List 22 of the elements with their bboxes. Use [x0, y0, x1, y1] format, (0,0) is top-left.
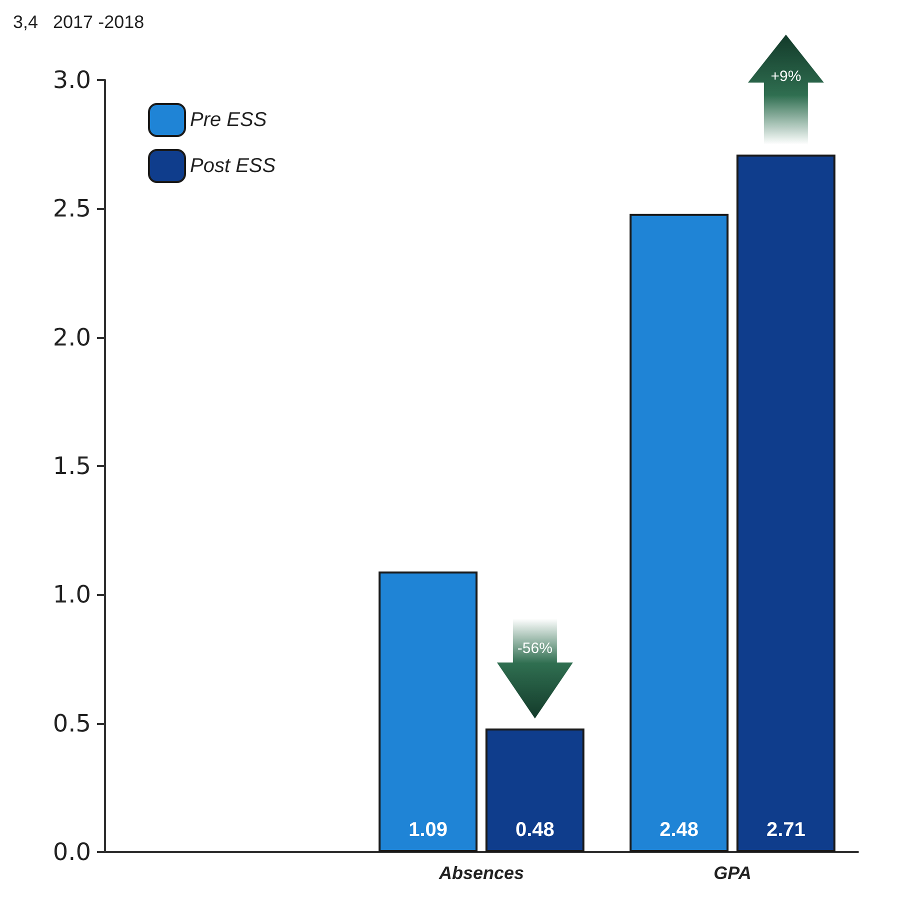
legend-label: Pre ESS: [190, 109, 268, 131]
bar: [485, 728, 584, 852]
legend-label: Post ESS: [190, 155, 276, 177]
bar: [630, 214, 729, 852]
y-tick-label: 1.0: [52, 580, 91, 609]
y-tick-label: 2.0: [52, 323, 91, 352]
bar: [736, 154, 836, 852]
y-tick-label: 0.5: [52, 709, 91, 738]
y-tick-label: 0.0: [52, 838, 91, 866]
chart-title: 3,4 2017 -2018: [13, 12, 144, 32]
annotation: -56%: [517, 640, 552, 657]
y-tick-label: 1.5: [52, 452, 91, 480]
data-label: 0.48: [515, 819, 554, 841]
data-label: 2.48: [660, 819, 699, 841]
data-label: 2.71: [766, 819, 806, 841]
x-tick-label: Absences: [438, 863, 524, 883]
annotation: +9%: [770, 68, 802, 86]
bar: [378, 572, 478, 852]
x-tick-label: GPA: [714, 863, 752, 883]
y-tick-label: 3.0: [52, 66, 91, 94]
data-label: 1.09: [408, 819, 448, 841]
y-tick-label: 2.5: [52, 194, 91, 223]
